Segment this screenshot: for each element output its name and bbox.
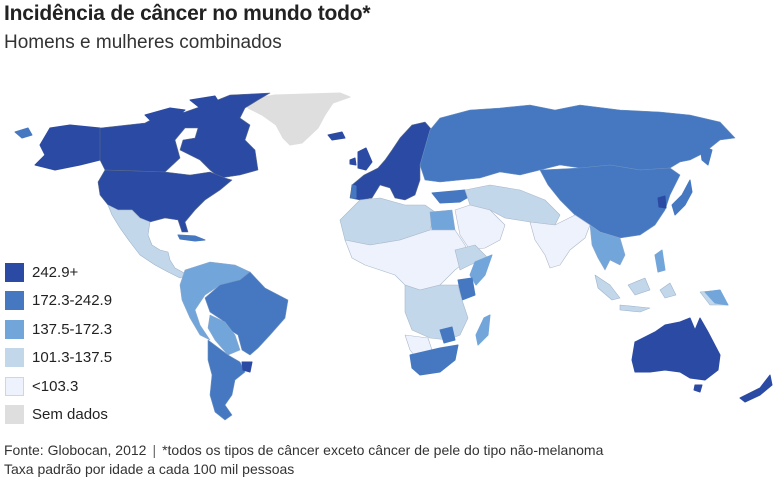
region-kenya (457, 277, 476, 301)
legend-swatch (5, 291, 24, 311)
region-bolivia (207, 314, 241, 356)
legend-label: 101.3-137.5 (32, 349, 113, 367)
chart-subtitle: Homens e mulheres combinados (4, 32, 282, 53)
footer: Fonte: Globocan, 2012 | *todos os tipos de… (4, 441, 603, 479)
region-canada-islands (144, 95, 221, 121)
region-arabia (454, 204, 506, 251)
region-madagascar (475, 314, 491, 346)
region-southeast-asia (589, 224, 626, 271)
region-tasmania (693, 384, 703, 393)
region-new-zealand (739, 374, 773, 403)
region-japan (671, 179, 693, 216)
legend-label: Sem dados (32, 406, 108, 424)
region-india (529, 214, 591, 269)
legend-label: 137.5-172.3 (32, 320, 113, 338)
legend-item-242-plus: 242.9+ (5, 258, 112, 287)
chart-title: Incidência de câncer no mundo todo* (4, 2, 371, 25)
legend-swatch (5, 262, 24, 282)
legend-item-no-data: Sem dados (5, 401, 112, 430)
region-uruguay (241, 361, 253, 373)
legend-item-137-172: 137.5-172.3 (5, 315, 112, 344)
region-somalia (469, 254, 493, 286)
region-mexico (107, 204, 189, 279)
region-egypt (429, 209, 456, 233)
region-philippines (654, 249, 666, 273)
region-uk (349, 147, 373, 171)
region-australia (631, 317, 721, 381)
legend-swatch (5, 376, 24, 396)
region-china (539, 164, 681, 239)
separator: | (152, 442, 157, 458)
legend: 242.9+ 172.3-242.9 137.5-172.3 101.3-137… (5, 258, 112, 429)
footer-line-1: Fonte: Globocan, 2012 | *todos os tipos de… (4, 441, 603, 460)
region-canada (99, 92, 271, 179)
legend-swatch (5, 405, 24, 425)
source-text: Fonte: Globocan, 2012 (4, 442, 147, 458)
region-kamchatka (699, 144, 713, 166)
region-russia (419, 104, 736, 183)
region-argentina (207, 339, 246, 421)
region-turkey (431, 189, 473, 204)
footer-line-2: Taxa padrão por idade a cada 100 mil pes… (4, 461, 295, 477)
legend-item-172-242: 172.3-242.9 (5, 287, 112, 316)
region-central-south-africa (404, 284, 469, 341)
region-portugal (350, 184, 357, 199)
region-alaska-island (14, 127, 33, 139)
legend-item-101-137: 101.3-137.5 (5, 344, 112, 373)
region-alaska (34, 124, 101, 171)
legend-swatch (5, 348, 24, 368)
region-west-central-africa (344, 229, 471, 291)
region-papua (704, 289, 729, 306)
region-brazil (204, 271, 289, 356)
world-map (14, 92, 773, 421)
region-south-korea (657, 195, 667, 209)
region-iceland (327, 131, 346, 141)
region-caribbean (177, 234, 206, 242)
legend-label: 172.3-242.9 (32, 292, 113, 310)
region-colombia-venezuela (179, 261, 251, 341)
region-greenland (244, 92, 351, 146)
legend-swatch (5, 319, 24, 339)
legend-label: 242.9+ (32, 263, 79, 281)
legend-item-under-103: <103.3 (5, 372, 112, 401)
region-indonesia (594, 274, 729, 313)
region-zimbabwe (439, 326, 456, 344)
region-south-africa (409, 344, 459, 376)
legend-label: <103.3 (32, 377, 79, 395)
footnote-text: *todos os tipos de câncer exceto câncer … (162, 442, 604, 458)
